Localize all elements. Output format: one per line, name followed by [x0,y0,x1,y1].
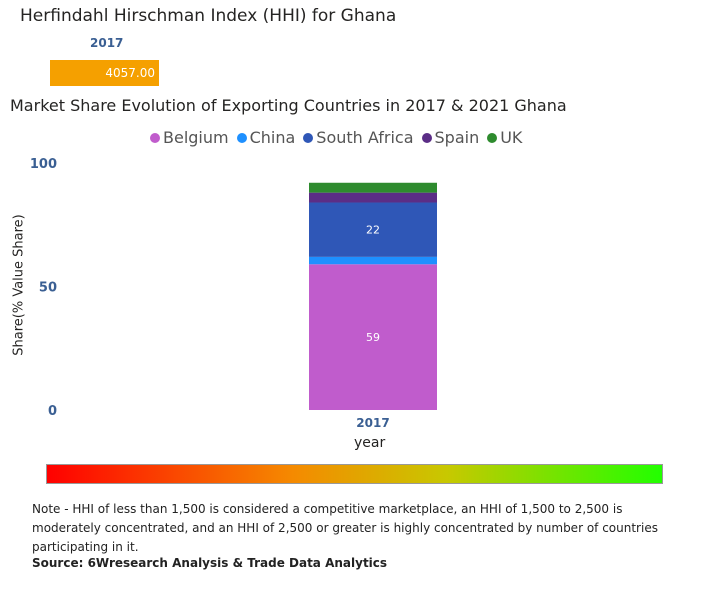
market-share-title: Market Share Evolution of Exporting Coun… [10,96,567,115]
bar-segment-uk[interactable] [309,182,437,193]
legend-dot-spain [421,132,432,143]
data-label-south-africa: 22 [366,224,380,237]
bar-segment-belgium[interactable] [309,264,437,410]
hhi-value-bar: 4057.00 [50,60,159,86]
y-tick-label-50: 50 [39,281,57,296]
legend-item-belgium[interactable]: Belgium [150,128,229,147]
bar-segment-south-africa[interactable] [309,202,437,257]
legend-label-china: China [249,128,296,147]
y-tick-label-100: 100 [30,157,57,172]
legend-label-uk: UK [500,128,523,147]
legend-item-uk[interactable]: UK [487,128,522,147]
legend-dot-china [236,132,247,143]
legend-dot-uk [487,132,498,143]
x-tick-label-2017: 2017 [356,416,389,430]
legend-dot-south-africa [303,132,314,143]
legend-label-spain: Spain [434,128,480,147]
x-axis-label: year [354,435,386,451]
y-tick-label-0: 0 [48,404,57,419]
stacked-bar-chart: 0 50 100 59 22 2017 [30,157,437,430]
hhi-title: Herfindahl Hirschman Index (HHI) for Gha… [20,6,397,26]
note-text: Note - HHI of less than 1,500 is conside… [32,502,658,554]
legend-item-china[interactable]: China [236,128,296,147]
data-label-belgium: 59 [366,331,380,344]
bar-segment-spain[interactable] [309,192,437,203]
legend-item-spain[interactable]: Spain [421,128,480,147]
legend-dot-belgium [150,132,160,143]
hhi-gradient-scale [46,464,663,484]
chart-legend: Belgium China South Africa Spain UK [150,128,522,147]
hhi-year-label: 2017 [90,36,124,50]
legend-label-south-africa: South Africa [316,128,414,147]
source-text: Source: 6Wresearch Analysis & Trade Data… [32,556,388,570]
legend-item-south-africa[interactable]: South Africa [303,128,414,147]
legend-label-belgium: Belgium [163,128,229,147]
bar-segment-china[interactable] [309,256,437,265]
